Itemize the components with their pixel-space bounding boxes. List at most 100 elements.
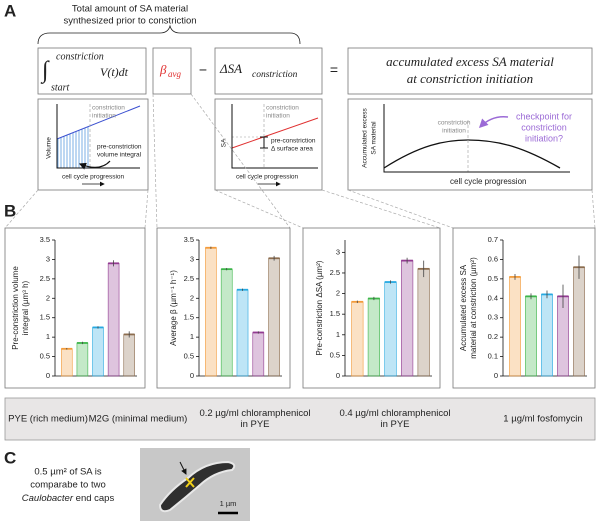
y-tick-label: 2.5 (184, 274, 194, 283)
note-text: volume integral (97, 152, 142, 159)
note-text: Δ surface area (271, 146, 313, 153)
schematic-ylabel: SA (221, 138, 228, 147)
y-tick-label: 3.5 (40, 235, 50, 244)
bar (509, 276, 521, 377)
species: Caulobacter (22, 493, 74, 504)
panel-letter: B (4, 201, 16, 220)
marker-text: initiation (92, 113, 116, 120)
y-tick-label: 0.5 (330, 350, 340, 359)
caption-text: 0.5 µm² of SA is (34, 467, 101, 478)
y-tick-label: 1.5 (184, 313, 194, 322)
note-text: initiation? (525, 133, 563, 143)
y-tick-label: 3 (336, 247, 340, 256)
bar (220, 268, 233, 377)
y-tick-label: 0.4 (488, 293, 498, 302)
y-tick-label: 2 (46, 293, 50, 302)
delta-sa-sub: constriction (252, 70, 298, 80)
legend: PYE (rich medium) M2G (minimal medium) 0.2… (8, 408, 583, 430)
y-axis-label: Pre-constriction volume (11, 266, 20, 350)
schematic-box (214, 98, 323, 191)
y-axis-label: material at constriction (µm²) (469, 257, 478, 359)
y-tick-label: 1.5 (40, 313, 50, 322)
y-axis-label: Accumulated excess SA (459, 264, 468, 351)
y-tick-label: 0 (494, 371, 498, 380)
y-tick-label: 0.7 (488, 235, 498, 244)
y-tick-label: 0.3 (488, 313, 498, 322)
bar (205, 247, 217, 377)
integral-upper: constriction (56, 51, 104, 62)
chart-panel (156, 227, 291, 389)
delta-sa: ΔSA (219, 61, 242, 76)
y-tick-label: 0.6 (488, 254, 498, 263)
caption-text: Caulobacter end caps (22, 493, 115, 504)
integral-lower: start (51, 82, 70, 93)
schematic-xlabel: cell cycle progression (62, 174, 125, 181)
y-tick-label: 2 (190, 293, 194, 302)
bar (367, 298, 381, 377)
chart-panel (302, 227, 441, 389)
caption-text: comparabe to two (30, 480, 106, 491)
legend-label: M2G (minimal medium) (89, 414, 188, 425)
beta: β (159, 62, 167, 77)
bar (525, 296, 537, 377)
equation-box (347, 47, 593, 95)
legend-label: PYE (rich medium) (8, 414, 88, 425)
schematic-xlabel: cell cycle progression (236, 174, 299, 181)
curve (231, 117, 319, 149)
bar (268, 257, 280, 377)
bar (400, 260, 414, 377)
y-tick-label: 2.5 (330, 268, 340, 277)
legend-box (4, 397, 596, 441)
scale-label: 1 µm (220, 499, 237, 508)
legend-label: 0.2 µg/ml chloramphenicol (199, 408, 310, 419)
legend-label: 1 µg/ml fosfomycin (503, 414, 582, 425)
axes (56, 104, 140, 169)
marker-text: constriction (92, 105, 125, 112)
brace-text: Total amount of SA material (72, 4, 188, 15)
y-tick-label: 1 (336, 330, 340, 339)
bar (252, 332, 265, 377)
integral-sign: ∫ (40, 58, 50, 85)
bar (573, 266, 585, 377)
chart-panel (452, 227, 596, 389)
bar (123, 334, 135, 377)
y-tick-label: 3.5 (184, 235, 194, 244)
legend-label: in PYE (380, 419, 409, 430)
y-tick-label: 0 (46, 371, 50, 380)
bar (384, 281, 397, 377)
constriction-mark (185, 477, 195, 488)
marker-text: constriction (266, 105, 299, 112)
marker-text: initiation (442, 128, 466, 135)
bar (92, 327, 104, 377)
y-tick-label: 3 (46, 254, 50, 263)
chart-panel (4, 227, 146, 389)
connector-lines (4, 93, 596, 229)
bar (557, 296, 569, 377)
y-tick-label: 1 (46, 332, 50, 341)
y-axis-label: Average β (µm⁻¹ h⁻¹) (169, 270, 178, 346)
schematic-ylabel: Accumulated excess (362, 107, 369, 167)
equation-box (214, 47, 323, 95)
note-text: checkpoint for (516, 111, 572, 121)
arrow (478, 115, 509, 129)
y-tick-label: 0.1 (488, 352, 498, 361)
note-text: pre-constriction (97, 144, 142, 151)
axes (231, 104, 318, 169)
schematic-box (347, 98, 593, 191)
y-axis-label: integral (µm³ h) (21, 280, 30, 335)
minus: − (199, 62, 207, 78)
equation-box (37, 47, 147, 95)
note-text: pre-constriction (271, 138, 316, 145)
y-tick-label: 3 (190, 254, 194, 263)
panel-letter: C (4, 448, 16, 467)
y-tick-label: 2.5 (40, 274, 50, 283)
brace (37, 24, 301, 45)
delta-bar (260, 136, 268, 149)
y-tick-label: 0 (190, 371, 194, 380)
hatched-area (57, 126, 90, 168)
bar (351, 301, 364, 377)
bar (236, 289, 249, 377)
arrow (78, 160, 111, 170)
schematic-ylabel: Volume (46, 137, 53, 159)
